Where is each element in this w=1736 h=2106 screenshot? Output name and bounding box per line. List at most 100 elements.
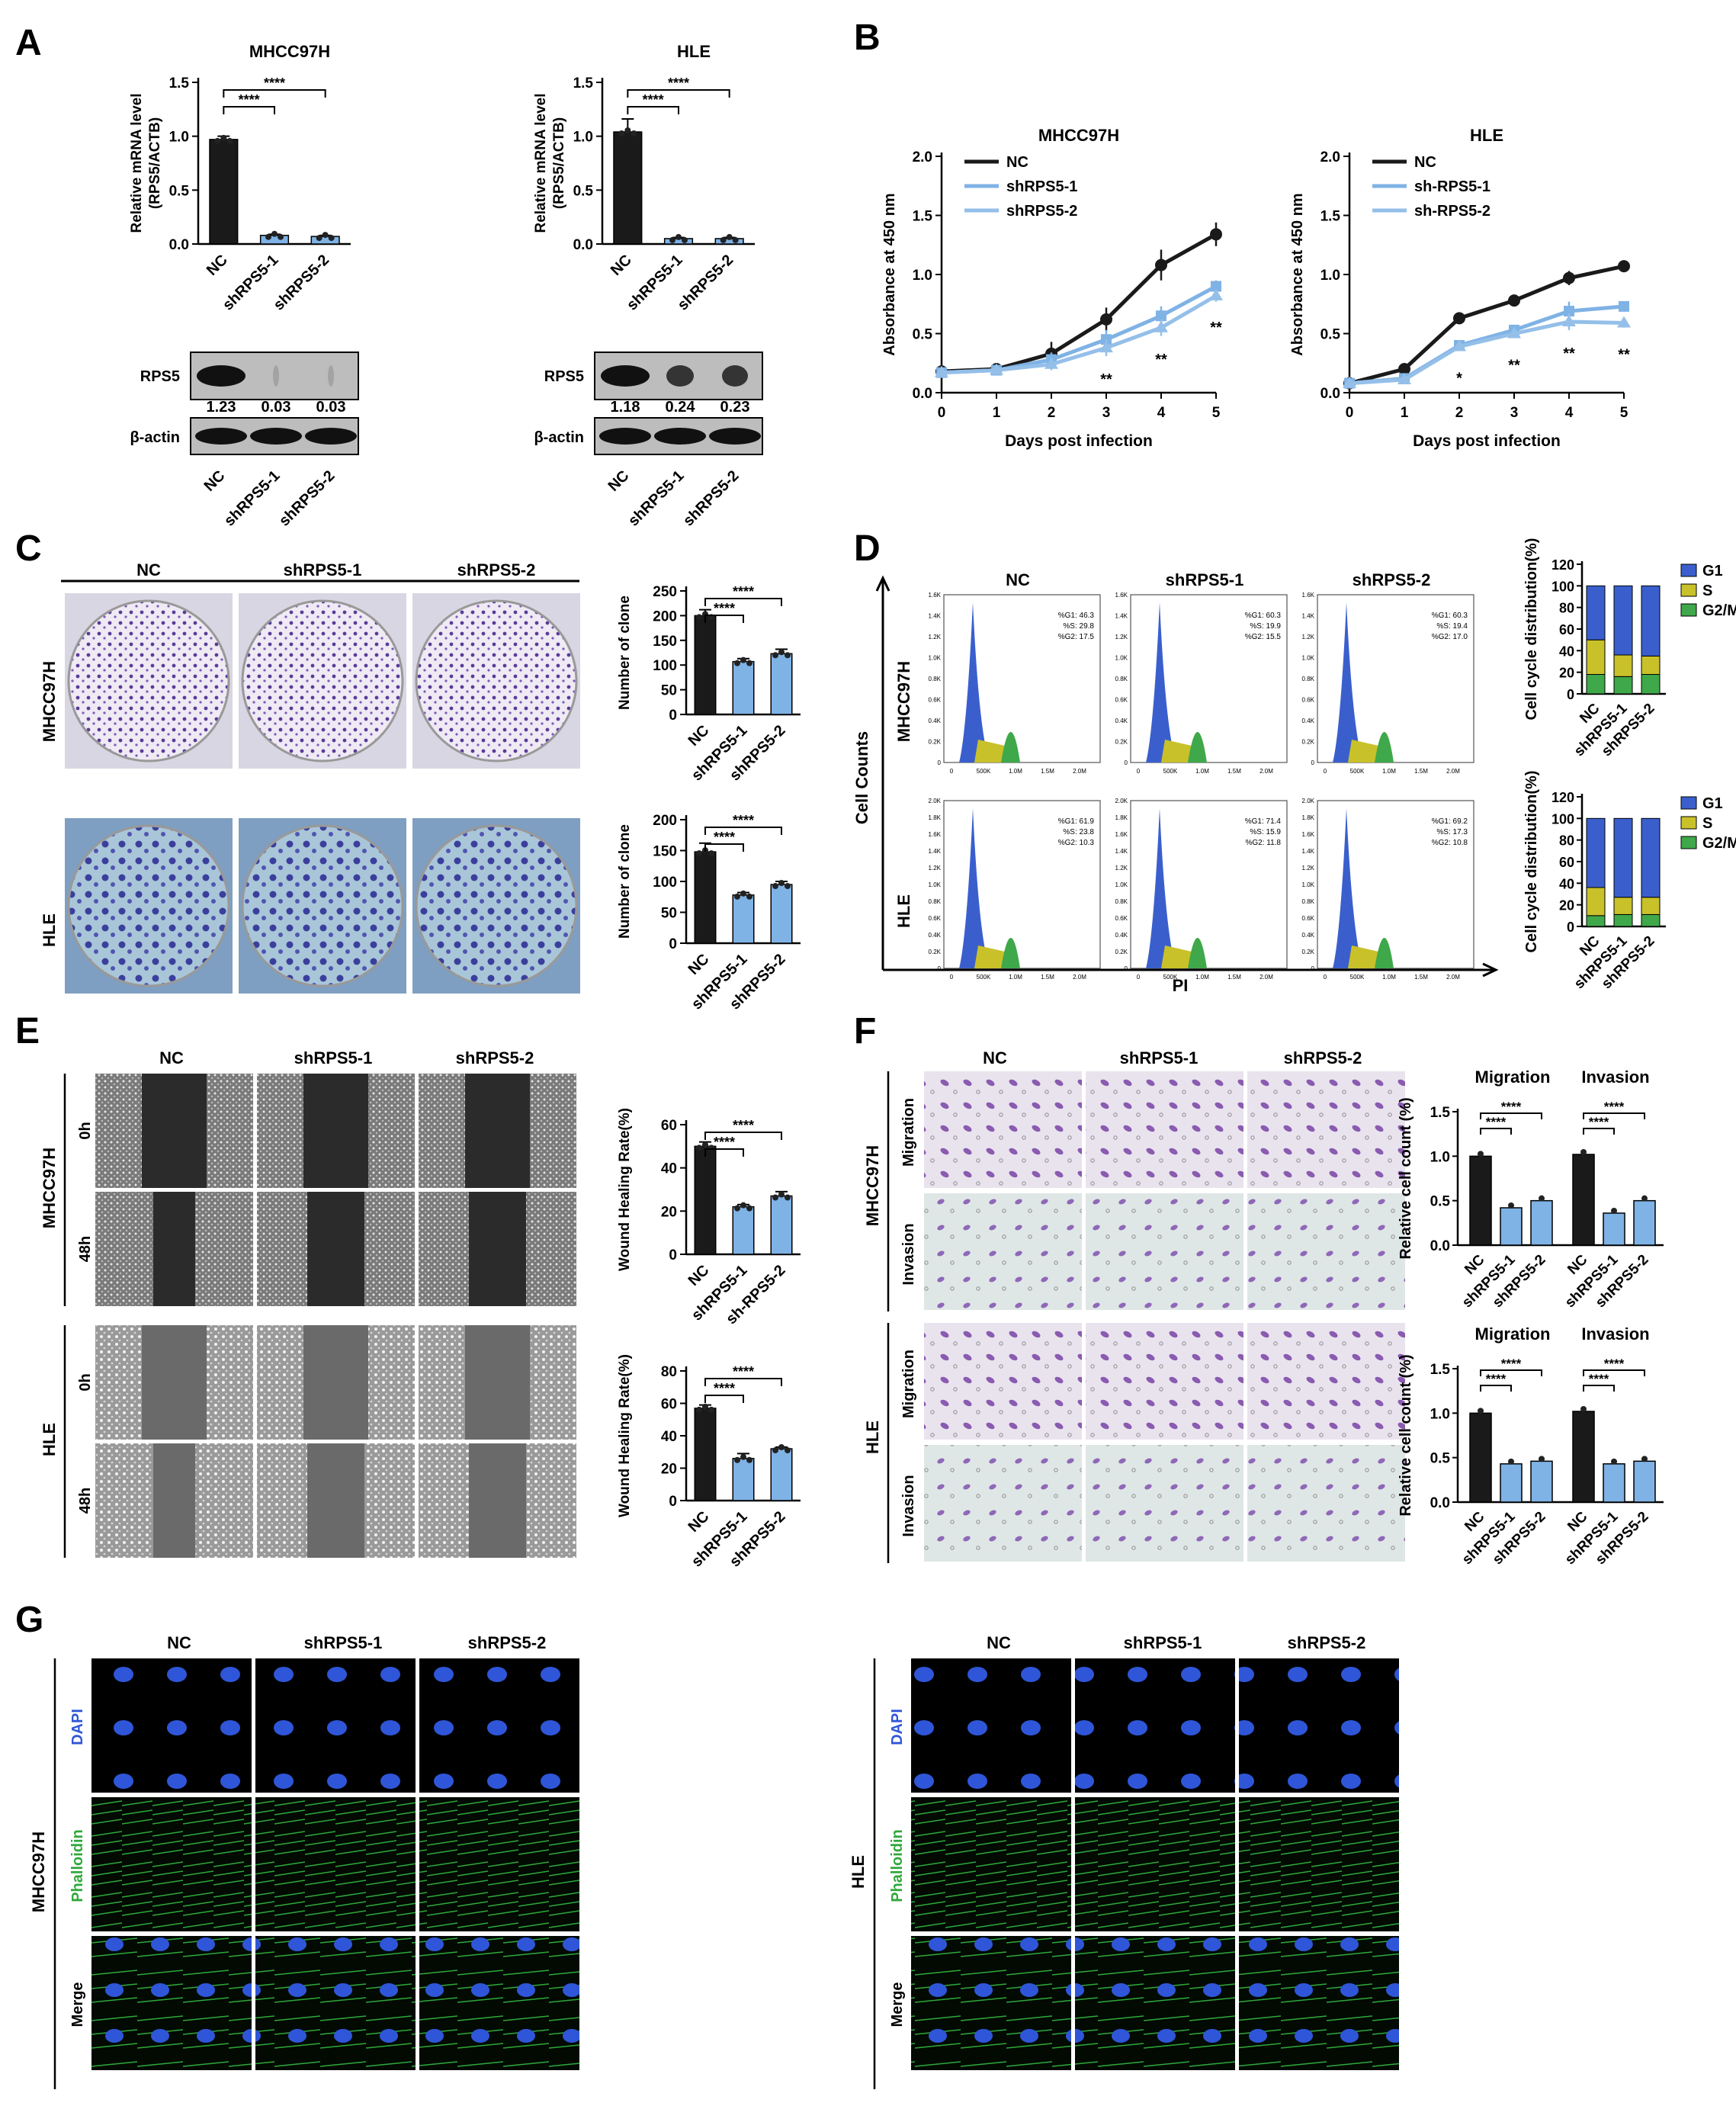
hist-y-tick: 0.6K [1115,697,1128,704]
data-dot [785,652,791,659]
x-tick-label: 5 [1212,405,1221,421]
group-title: Migration [1475,1324,1551,1344]
blot-x-label: NC [201,467,229,495]
hist-y-tick: 1.6K [929,592,942,599]
blot-x-label: shRPS5-2 [276,467,339,530]
y-tick-label: 20 [1559,666,1574,681]
hist-y-tick: 0 [938,965,942,972]
hist-y-tick: 0.8K [1302,676,1315,682]
data-dot [669,236,675,243]
stack-segment-G1 [1641,585,1661,657]
blot-x-label: shRPS5-1 [221,467,284,530]
legend-label: NC [1006,154,1028,171]
hist-y-tick: 0.8K [929,898,942,905]
sig-label: **** [733,584,754,599]
sig-label: **** [1486,1115,1507,1129]
actin-band [654,428,706,445]
y-tick-label: 1.5 [573,75,594,91]
flow-stat: %S: 17.3 [1436,828,1468,836]
y-tick-label: 0 [1567,687,1574,702]
wound-gap [153,1443,195,1558]
confocal-image-Merge [91,1936,252,2070]
data-dot [696,850,702,857]
wound-gap [303,1325,368,1440]
y-tick-label: 40 [1559,876,1574,891]
x-tick-label: 2 [1048,405,1056,421]
y-tick-label: 1.0 [573,130,593,146]
hist-y-tick: 0.4K [1302,932,1315,939]
flow-stat: %S: 15.9 [1250,828,1281,836]
sig-bracket [704,843,744,852]
data-dot [1508,1202,1514,1209]
panelE-row-label: MHCC97H [40,1148,59,1228]
hist-x-tick: 500K [1350,974,1365,981]
hist-y-tick: 0.4K [929,718,942,724]
bar-chart-C1: 050100150200NCshRPS5-1shRPS5-2********Nu… [617,813,801,1013]
bar-shRPS5-2 [770,653,793,715]
data-dot [746,660,752,666]
data-dot [1641,1195,1648,1202]
g2m-peak [1001,732,1020,762]
panelE-time-label: 48h [77,1488,94,1514]
sig-bracket [223,106,275,114]
stacked-bar-D0: 0 20 40 60 80 100 120 Cell cycle distribution(%… [1523,538,1736,760]
g2m-peak [1375,938,1394,968]
flow-histogram: %G1: 69.2 %S: 17.3 %G2: 10.8 0 500K 1.0M 1.5M 2… [1302,798,1474,981]
x-tick-label: NC [685,951,713,978]
stack-segment-G1 [1613,585,1633,656]
confocal-image-DAPI [1239,1658,1399,1793]
y-tick-label: 0.5 [1430,1194,1451,1210]
data-point [1563,271,1575,284]
data-point [990,363,1003,375]
data-dot [708,850,714,857]
hist-x-tick: 500K [977,974,991,981]
flow-stat: %G2: 10.3 [1058,839,1095,847]
stack-segment-S [1641,655,1661,676]
panelF-row-label: MHCC97H [863,1145,882,1226]
hist-y-tick: 1.2K [1302,865,1315,872]
transwell-image [924,1193,1082,1310]
data-point [1398,363,1410,375]
hist-x-tick: 2.0M [1446,974,1460,981]
y-tick-label: 100 [1551,811,1574,827]
flow-stat: %G1: 46.3 [1058,612,1095,620]
bar-chart-A0: 0.00.51.01.5NCshRPS5-1shRPS5-2********Re… [129,75,351,314]
panelD-y-label: Cell Counts [852,731,871,824]
significance-mark: ** [1100,371,1112,388]
sig-bracket [1583,1385,1615,1392]
flow-stat: %G2: 17.0 [1432,633,1468,641]
y-tick-label: 0.5 [169,183,190,199]
colony-dish [415,824,578,987]
series-line-shRPS5-2 [941,294,1218,375]
hist-y-tick: 1.0K [1115,655,1128,662]
y-tick-label: 2.0 [913,149,932,165]
data-dot [785,1447,791,1453]
significance-mark: ** [1155,352,1167,368]
panel-letter-G: G [15,1600,43,1640]
hist-x-tick: 500K [1163,974,1178,981]
stacked-bar-D1: 0 20 40 60 80 100 120 Cell cycle distribution(%… [1523,771,1736,993]
panelD-x-label: PI [1173,976,1189,995]
sig-bracket [1480,1112,1542,1119]
wound-gap [303,1074,368,1188]
panelF-header: shRPS5-1 [1120,1048,1199,1067]
hist-x-tick: 0 [1137,974,1141,981]
panelC-row-label: MHCC97H [40,661,59,742]
wound-gap [153,1192,195,1306]
bar-shRPS5-1 [732,894,755,944]
hist-y-tick: 0 [938,759,942,766]
y-tick-label: 1.5 [1320,209,1341,225]
transwell-image [1086,1323,1243,1440]
rps5-band [722,365,748,387]
panelG-header: shRPS5-2 [468,1633,547,1652]
y-axis-label: Number of clone [617,596,633,710]
data-point [1564,306,1574,317]
flow-histogram: %G1: 46.3 %S: 29.8 %G2: 17.5 0 500K 1.0M 1.5M 2… [929,592,1101,775]
data-dot [746,893,752,900]
panel-letter-B: B [854,18,881,58]
blot-value: 0.24 [666,399,696,416]
colony-dish [67,824,230,987]
data-dot [618,130,625,137]
data-dot [734,660,740,666]
confocal-image-DAPI [91,1658,252,1793]
